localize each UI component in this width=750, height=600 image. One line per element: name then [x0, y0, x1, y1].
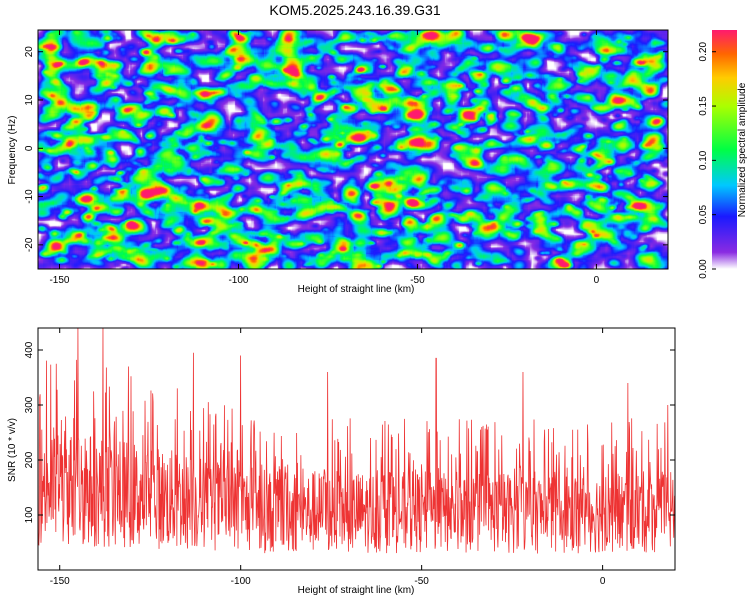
spectrogram-x-tick-label: -100	[228, 275, 248, 286]
spectrogram-y-tick-label: 20	[24, 46, 35, 58]
snr-x-label: Height of straight line (km)	[298, 585, 415, 596]
snr-background	[38, 328, 675, 570]
snr-y-tick-label: 200	[24, 451, 35, 468]
spectrogram-y-tick-label: 0	[24, 145, 35, 151]
snr-x-tick-label: -50	[414, 576, 429, 587]
colorbar-gradient	[712, 30, 737, 269]
spectrogram-y-ticks: -20 -10 0 10 20	[24, 46, 668, 252]
spectrogram-heatmap	[38, 30, 668, 269]
spectrogram-x-tick-label: -150	[49, 275, 69, 286]
snr-x-tick-label: -150	[50, 576, 70, 587]
spectrogram-x-ticks: -150 -100 -50 0	[49, 30, 600, 286]
snr-series-line	[37, 327, 676, 554]
snr-y-label: SNR (10 * v/v)	[7, 418, 18, 482]
snr-y-tick-label: 100	[24, 506, 35, 523]
snr-y-ticks: 100 200 300 400	[24, 341, 675, 523]
colorbar-tick-label: 0.10	[698, 150, 709, 170]
figure-title: KOM5.2025.243.16.39.G31	[269, 2, 440, 18]
colorbar-tick-label: 0.00	[698, 259, 709, 279]
spectrogram-x-label: Height of straight line (km)	[298, 284, 415, 295]
snr-x-ticks: -150 -100 -50 0	[50, 328, 606, 587]
spectrogram-x-tick-label: -50	[410, 275, 425, 286]
snr-x-tick-label: 0	[600, 576, 606, 587]
spectrogram-y-label: Frequency (Hz)	[7, 116, 18, 185]
colorbar-ticks: 0.00 0.05 0.10 0.15 0.20	[698, 42, 716, 279]
snr-y-tick-label: 400	[24, 341, 35, 358]
colorbar-label: Normalized spectral amplitude	[737, 82, 748, 217]
colorbar: 0.00 0.05 0.10 0.15 0.20 Normalized spectral…	[698, 30, 748, 279]
snr-y-tick-label: 300	[24, 396, 35, 413]
spectrogram-y-tick-label: -20	[24, 237, 35, 252]
snr-panel: -150 -100 -50 0 100 200 300 400 Height of stra…	[7, 327, 676, 596]
spectrogram-y-tick-label: -10	[24, 189, 35, 204]
colorbar-tick-label: 0.05	[698, 205, 709, 225]
spectrogram-x-tick-label: 0	[594, 275, 600, 286]
colorbar-tick-label: 0.20	[698, 42, 709, 62]
snr-x-tick-label: -100	[231, 576, 251, 587]
spectrogram-y-tick-label: 10	[24, 94, 35, 106]
colorbar-tick-label: 0.15	[698, 96, 709, 116]
spectrogram-frame	[37, 29, 669, 270]
snr-frame	[37, 327, 676, 571]
